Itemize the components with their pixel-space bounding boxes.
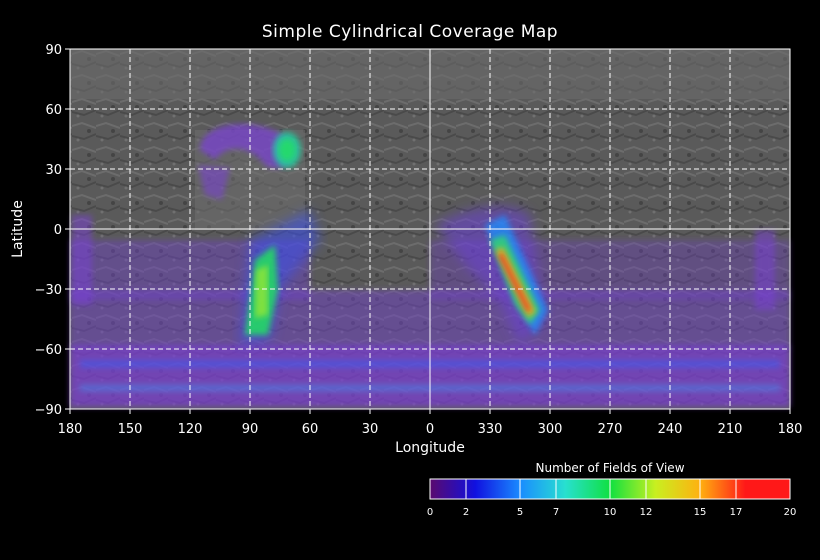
map-grid [70,49,790,409]
y-tick-label: 90 [45,43,62,58]
colorbar-swatch [745,479,791,499]
colorbar-swatch [475,479,521,499]
x-tick-label: 120 [178,422,203,437]
coverage-west-band [240,210,320,345]
colorbar-tick-label: 0 [427,507,433,518]
y-tick-label: −30 [35,283,62,298]
y-tick-label: −90 [35,403,62,418]
colorbar-swatch [610,479,656,499]
x-tick-label: 150 [118,422,143,437]
colorbar-tick-label: 5 [517,507,523,518]
x-tick-label: 330 [478,422,503,437]
colorbar-swatch [520,479,566,499]
coverage-east-band [435,206,548,345]
y-tick-label: 0 [54,223,62,238]
colorbar-tick-label: 17 [730,507,743,518]
colorbar-swatch [655,479,701,499]
coverage-north-cap [198,123,301,200]
colorbar: Number of Fields of View 0 2 5 7 10 12 15 17 20 [427,461,797,518]
colorbar-swatches [430,479,791,499]
x-tick-label: 180 [58,422,83,437]
x-tick-label: 240 [658,422,683,437]
map-plot-area [69,48,791,410]
colorbar-title: Number of Fields of View [535,461,684,475]
colorbar-tick-label: 15 [694,507,707,518]
colorbar-tick-label: 10 [604,507,617,518]
colorbar-tick-label: 7 [553,507,559,518]
x-tick-label: 60 [302,422,319,437]
x-tick-label: 270 [598,422,623,437]
x-tick-label: 300 [538,422,563,437]
x-tick-label: 210 [718,422,743,437]
colorbar-tick-label: 12 [640,507,653,518]
colorbar-ticks: 0 2 5 7 10 12 15 17 20 [427,479,797,518]
x-tick-label: 0 [426,422,434,437]
y-tick-label: 30 [45,163,62,178]
x-tick-label: 30 [362,422,379,437]
y-tick-label: 60 [45,103,62,118]
colorbar-swatch [565,479,611,499]
coverage-edge-stripes [72,215,775,310]
y-axis-label: Latitude [10,200,26,258]
colorbar-swatch [700,479,746,499]
colorbar-tick-label: 20 [784,507,797,518]
y-axis-ticks: 90 60 30 0 −30 −60 −90 [35,43,70,418]
colorbar-tick-label: 2 [463,507,469,518]
x-tick-label: 180 [778,422,803,437]
map-title: Simple Cylindrical Coverage Map [261,22,559,42]
x-axis-label: Longitude [395,440,465,456]
x-axis-ticks: 180 150 120 90 60 30 0 330 300 270 240 210 180 [58,409,803,437]
x-tick-label: 90 [242,422,259,437]
y-tick-label: −60 [35,343,62,358]
colorbar-swatch [430,479,476,499]
